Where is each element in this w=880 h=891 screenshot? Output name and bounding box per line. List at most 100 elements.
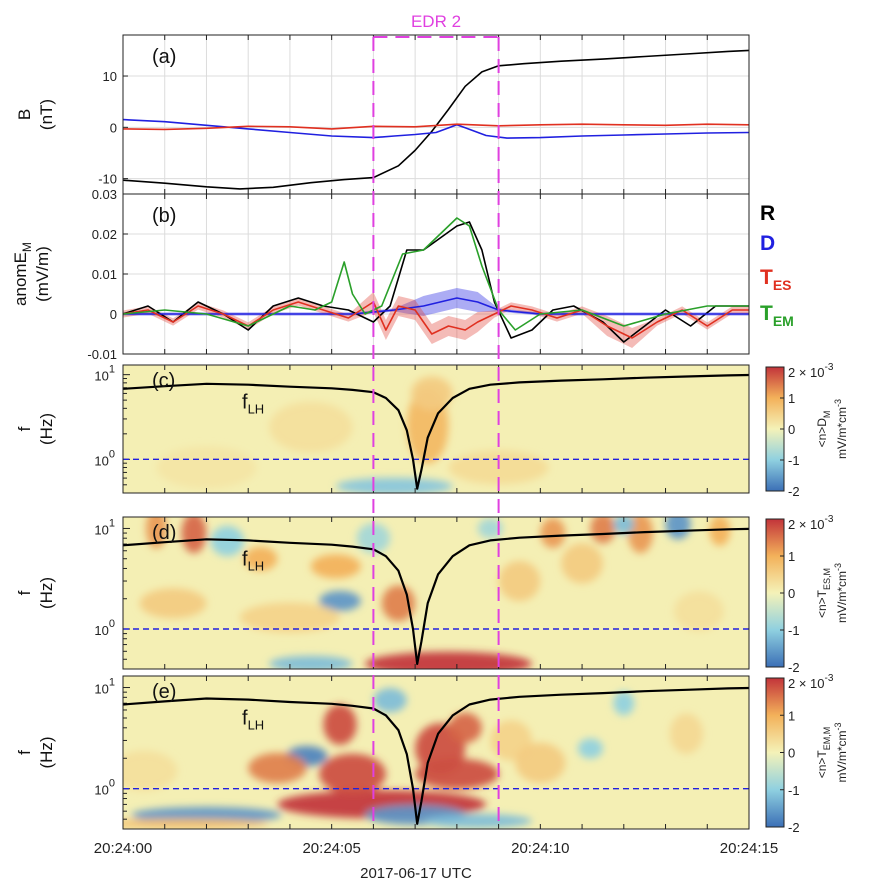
spectrogram-c-blob — [410, 376, 453, 411]
panel-a-ylabel-unit: (nT) — [37, 99, 56, 130]
spectrogram-e-frame — [122, 675, 750, 830]
spectrogram-d-blob — [590, 517, 616, 544]
spectrogram-e-flh-curve — [123, 686, 749, 825]
spectrogram-e-image — [123, 688, 704, 829]
edr-label: EDR 2 — [411, 12, 461, 31]
spectrogram-d-blob — [477, 518, 503, 539]
spectrogram-d-blob — [613, 517, 635, 535]
colorbar-e-title: <n>TEM,M — [815, 727, 832, 779]
spectrogram-d-blob — [239, 602, 341, 633]
colorbar-e-scale-label: 2 × 10-3 — [788, 673, 834, 691]
series-a-BM — [123, 118, 749, 139]
series-D-uncertainty — [123, 288, 749, 316]
xtick-label: 20:24:15 — [720, 840, 778, 857]
spectrogram-d-blob — [356, 523, 391, 554]
spectrogram-d-blob — [139, 588, 207, 619]
spectrogram-c-blob — [335, 477, 453, 493]
colorbar-c-tick-label: -2 — [788, 484, 800, 499]
panel-b-ytick-label: 0.02 — [92, 227, 117, 242]
spectrogram-d-blob — [319, 590, 361, 612]
spectrogram-d-image — [139, 517, 731, 669]
colorbar-d-tick-label: -2 — [788, 660, 800, 675]
colorbar-e-tick-label: 0 — [788, 746, 795, 761]
spectrogram-e-ytick-label: 100 — [94, 778, 115, 798]
spectrogram-d-blob — [181, 517, 207, 554]
spectrogram-e-blob — [448, 712, 482, 743]
panel-c-ylabel-name: f — [15, 426, 34, 431]
panel-b-ytick-label: 0 — [110, 307, 117, 322]
spectrogram-c-flh-curve — [123, 373, 749, 490]
xtick-label: 20:24:10 — [511, 840, 569, 857]
panel-b-ylabel-name: anomEM — [11, 242, 34, 306]
panel-c-ylabel: f (Hz) — [15, 413, 56, 445]
spectrogram-e-blob — [577, 738, 603, 759]
spectrogram-d-blob — [210, 525, 245, 557]
spectrogram-e-blob — [613, 691, 635, 716]
spectrogram-d-blobs — [139, 517, 731, 669]
panel-a-label: (a) — [152, 46, 176, 68]
legend-item-TEM: TEM — [760, 302, 794, 329]
series-b-TEM — [123, 217, 749, 331]
legend-item-D: D — [760, 232, 775, 255]
legend-item-R: R — [760, 202, 775, 225]
series-a-BN — [123, 123, 749, 131]
legend-item-TES: TES — [760, 266, 792, 293]
spectrogram-d-blob — [498, 560, 541, 602]
colorbar-e-tick-label: -2 — [788, 820, 800, 835]
spectrogram-e-ytick-label: 101 — [94, 677, 115, 697]
panel-a-ytick-label: 0 — [110, 120, 117, 135]
panel-e-ylabel-unit: (Hz) — [37, 736, 56, 768]
spectrogram-d-blob — [365, 651, 532, 669]
colorbar-d-units: mV/m*cm-3 — [833, 563, 849, 623]
colorbar-d-scale-label: 2 × 10-3 — [788, 514, 834, 532]
panel-a-background — [123, 35, 749, 194]
colorbar-c-scale-label: 2 × 10-3 — [788, 362, 834, 380]
spectrogram-d-label: (d) — [152, 522, 176, 544]
legend: RD TES TEM — [760, 202, 794, 329]
spectrogram-e-blob — [669, 713, 704, 754]
spectrogram-e-blob — [319, 753, 386, 795]
panel-a-ytick-label: -10 — [98, 172, 117, 187]
colorbar-d-tick-label: 1 — [788, 549, 795, 564]
spectrogram-e-flh-label: fLH — [242, 707, 264, 732]
spectrogram-d-ytick-label: 100 — [94, 618, 115, 638]
spectrogram-d-blob — [310, 554, 361, 579]
spectrogram-d-flh-label: fLH — [242, 548, 264, 573]
panel-a-ylabel: B (nT) — [15, 99, 56, 130]
spectrogram-d-blob — [673, 591, 724, 632]
edr-region: EDR 2 — [372, 12, 500, 829]
spectrogram-d-blob — [627, 517, 654, 554]
spectrogram-e-blob — [423, 813, 532, 829]
panel-b-ytick-label: -0.01 — [87, 347, 117, 362]
colorbar-c-title: <n>DM — [815, 411, 832, 448]
spectrogram-e-blob — [415, 758, 499, 790]
spectrogram-e-blobs — [123, 688, 704, 829]
spectrogram-c-blob — [269, 401, 353, 453]
panel-b-ytick-label: 0.01 — [92, 267, 117, 282]
spectrogram-d-blob — [709, 517, 731, 546]
spectrogram-e-blob — [123, 750, 178, 792]
spectrogram-d-frame — [122, 516, 750, 670]
spectrogram-c-flh-label: fLH — [242, 391, 264, 416]
panel-d-ylabel: f (Hz) — [15, 577, 56, 609]
series-b-R — [123, 221, 749, 343]
spectrogram-e-blob — [323, 704, 357, 745]
spectrogram-c-ytick-label: 101 — [94, 364, 115, 384]
colorbar-c-units: mV/m*cm-3 — [833, 399, 849, 459]
panel-b-label: (b) — [152, 205, 176, 227]
colorbar-c-tick-label: -1 — [788, 453, 800, 468]
spectrogram-c-blob — [156, 446, 257, 489]
colorbar-d-tick-label: -1 — [788, 623, 800, 638]
spectrogram-e-blob — [373, 688, 407, 713]
panel-a-ylabel-name: B — [15, 109, 34, 120]
panel-c-ylabel-unit: (Hz) — [37, 413, 56, 445]
colorbar-e-tick-label: -1 — [788, 783, 800, 798]
xtick-label: 20:24:00 — [94, 840, 152, 857]
colorbar-e-tick-label: 1 — [788, 708, 795, 723]
panel-e-ylabel-name: f — [15, 750, 34, 755]
spectrogram-e-blob — [123, 818, 270, 829]
spectrogram-d-blob — [561, 543, 603, 584]
colorbar-d-tick-label: 0 — [788, 586, 795, 601]
panel-b-ylabel-unit: (mV/m) — [33, 246, 52, 302]
